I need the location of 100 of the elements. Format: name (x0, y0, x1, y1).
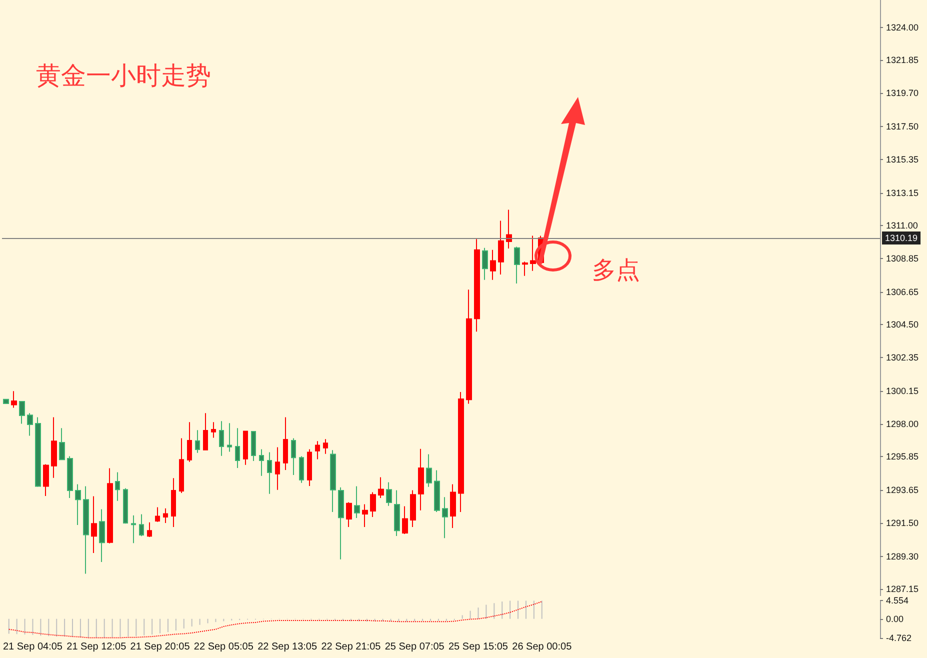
candlestick (171, 478, 176, 528)
candlestick (338, 486, 344, 560)
candlestick (107, 468, 113, 544)
candlestick (219, 420, 224, 456)
candlestick (346, 502, 352, 528)
candlestick (83, 486, 89, 574)
annotation: 多点 (592, 256, 640, 284)
candlestick (330, 450, 336, 513)
candlestick (299, 456, 304, 484)
candlestick (482, 247, 488, 280)
candlestick (11, 390, 17, 408)
candlestick (370, 492, 376, 518)
candlestick (251, 431, 256, 462)
candlestick (187, 422, 192, 462)
candlestick (67, 456, 73, 498)
y-tick-label: 1302.35 (886, 352, 919, 362)
y-tick-label: 1317.50 (886, 122, 919, 132)
candlestick (307, 448, 312, 486)
candlestick (514, 246, 520, 284)
candlestick (59, 428, 65, 460)
y-tick-label: 1289.30 (886, 551, 919, 562)
candlestick (179, 438, 184, 494)
candlestick (426, 454, 432, 488)
y-tick-label: 1298.00 (886, 418, 919, 429)
candlestick (530, 235, 536, 272)
x-tick-label: 22 Sep 13:05 (258, 642, 318, 652)
candlestick (434, 470, 440, 513)
candlestick (522, 261, 528, 276)
candlestick (115, 472, 120, 502)
y-tick-label: -4.762 (886, 633, 912, 643)
y-tick-label: 1308.85 (886, 253, 919, 264)
y-tick-label: 1287.15 (886, 584, 919, 594)
candlestick (354, 486, 360, 518)
candlestick (283, 416, 288, 470)
candlestick (155, 506, 160, 522)
candlestick (3, 398, 9, 404)
candlestick (123, 488, 128, 524)
candlestick (275, 446, 280, 490)
candlestick (458, 392, 464, 513)
candlestick (267, 452, 272, 494)
candlestick (394, 490, 400, 536)
candlestick (27, 412, 33, 436)
y-tick-label: 1291.50 (886, 518, 919, 528)
candlestick (35, 416, 41, 488)
candlestick (139, 514, 144, 537)
candlestick (291, 438, 296, 476)
candlestick (474, 238, 480, 332)
y-tick-label: 1306.65 (886, 286, 919, 297)
candlestick (378, 476, 384, 498)
candlestick (402, 506, 408, 534)
x-tick-label: 21 Sep 04:05 (2, 642, 63, 652)
candlestick (147, 522, 152, 538)
candlestick (450, 484, 456, 529)
y-tick-label: 1311.00 (886, 220, 918, 231)
y-tick-label: 1300.15 (886, 386, 919, 396)
x-tick-label: 26 Sep 00:05 (512, 642, 572, 652)
y-tick-label: 4.554 (886, 596, 909, 606)
candlestick (442, 496, 448, 539)
candlestick (195, 430, 200, 454)
x-tick-label: 22 Sep 21:05 (321, 642, 382, 652)
candlestick (466, 289, 472, 404)
candlestick (490, 249, 496, 280)
y-tick-label: 1313.15 (886, 188, 919, 198)
candlestick (506, 209, 512, 249)
y-tick-label: 1324.00 (886, 22, 919, 32)
candlestick (259, 448, 264, 476)
x-tick-label: 22 Sep 05:05 (194, 642, 254, 652)
candlestick (410, 490, 416, 528)
candlestick (163, 508, 168, 524)
ref-line-label: 1310.19 (885, 232, 918, 243)
x-tick-label: 21 Sep 20:05 (130, 642, 190, 652)
y-tick-label: 1315.35 (886, 154, 919, 164)
candlestick (227, 422, 232, 452)
candlestick (418, 448, 424, 511)
candlestick (498, 220, 504, 276)
x-tick-label: 21 Sep 12:05 (66, 642, 127, 652)
candlestick (323, 438, 328, 454)
y-tick-label: 0.00 (886, 614, 904, 624)
candlestick (211, 422, 216, 438)
candlestick (131, 514, 136, 544)
y-tick-label: 1319.70 (886, 88, 919, 98)
text: 黄金一小时走势 (36, 61, 211, 90)
y-tick-label: 1321.85 (886, 55, 919, 66)
x-tick-label: 25 Sep 15:05 (448, 642, 508, 652)
candlestick (51, 416, 57, 478)
candlestick (99, 508, 105, 563)
y-tick-label: 1304.50 (886, 320, 919, 330)
candlestick (19, 401, 25, 424)
candlestick (43, 464, 49, 497)
line-series (8, 601, 542, 638)
x-tick-label: 25 Sep 07:05 (384, 642, 445, 652)
y-tick-label: 1295.85 (886, 452, 919, 462)
candlestick (315, 440, 320, 460)
y-tick-label: 1293.65 (886, 485, 919, 496)
candlestick (91, 496, 97, 554)
candlestick (243, 430, 248, 466)
candlestick (386, 482, 392, 506)
candlestick (203, 412, 208, 450)
candlestick (75, 484, 81, 526)
candlestick (362, 504, 368, 528)
